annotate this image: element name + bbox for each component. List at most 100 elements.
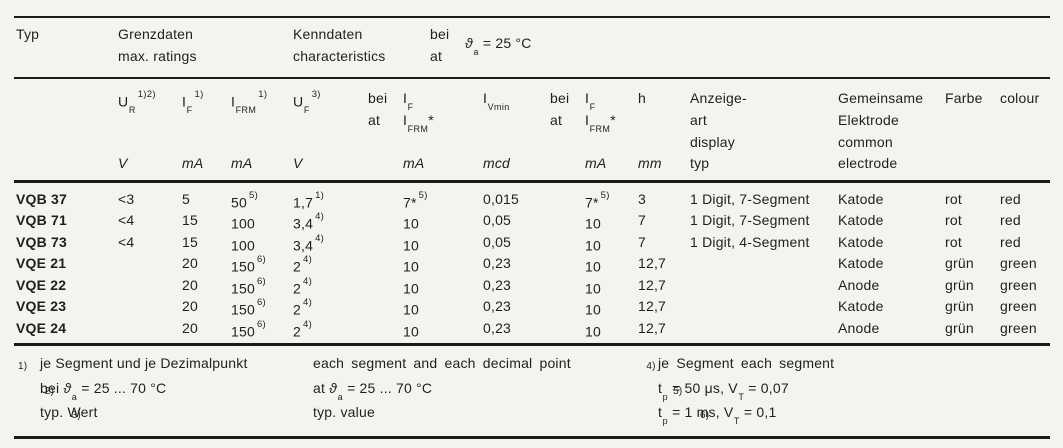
footnote-3-en: typ. value: [313, 404, 375, 420]
col-header-anzeige-4: typ: [690, 155, 710, 171]
ur-cell: <4: [118, 212, 135, 228]
symbol-sub: F: [303, 105, 310, 116]
if-cond-cell-1: 10: [403, 235, 421, 254]
col-header-farbe: Farbe: [945, 90, 983, 106]
ambient-temperature-condition: ϑa = 25 °C: [465, 36, 532, 57]
ivmin-cell: 0,05: [483, 234, 512, 250]
footnote-marker-1: 1): [18, 361, 28, 372]
footnote-marker-3: 3): [71, 410, 81, 421]
footnote-marker-4: 4): [646, 361, 656, 372]
asterisk: *: [610, 112, 616, 128]
ifrm-cell: 150 6): [231, 297, 266, 318]
text: = 0,1: [739, 404, 777, 420]
col-header-bei-2: bei: [550, 90, 570, 106]
footnote-2-de: bei ϑa = 25 ... 70 °C: [40, 381, 166, 402]
footnote-ref: 4): [303, 254, 313, 265]
col-header-elektrode-4: electrode: [838, 155, 898, 171]
theta-subscript: a: [71, 391, 78, 402]
symbol: t: [658, 380, 663, 396]
height-cell: 12,7: [638, 298, 667, 314]
footnote-ref: 3): [311, 89, 321, 100]
ifrm-cell: 150 6): [231, 254, 266, 275]
section-header-kenndaten-en: characteristics: [293, 48, 386, 64]
typ-cell: VQE 21: [16, 255, 67, 271]
electrode-cell: Katode: [838, 234, 884, 250]
symbol: I: [585, 112, 590, 128]
symbol-sub: p: [662, 391, 668, 402]
uf-cell: 2 4): [293, 276, 313, 297]
value: 10: [403, 323, 419, 340]
farbe-cell: rot: [945, 191, 962, 207]
electrode-cell: Katode: [838, 255, 884, 271]
ivmin-cell: 0,23: [483, 277, 512, 293]
symbol: I: [182, 93, 187, 110]
unit-if-cond-2: mA: [585, 155, 607, 171]
header-bei-label: bei: [430, 26, 450, 42]
uf-cell: 2 4): [293, 254, 313, 275]
value: 150: [231, 323, 255, 340]
footnote-ref: 4): [303, 297, 313, 308]
ur-cell: <4: [118, 234, 135, 250]
value: 2: [293, 258, 301, 275]
unit-ifrm: mA: [231, 155, 253, 171]
footnote-ref: 5): [600, 190, 610, 201]
value: 1,7: [293, 194, 314, 211]
text: = 1 ms, V: [668, 404, 734, 420]
ivmin-cell: 0,23: [483, 298, 512, 314]
value: 150: [231, 280, 255, 297]
colour-cell: red: [1000, 191, 1021, 207]
footnote-ref: 1)2): [137, 89, 156, 100]
typ-cell: VQB 73: [16, 234, 67, 250]
col-header-anzeige-3: display: [690, 134, 735, 150]
if-cell: 20: [182, 298, 198, 314]
theta-symbol: ϑ: [465, 35, 473, 51]
symbol-sub: F: [186, 105, 193, 116]
value: 10: [403, 237, 419, 254]
unit-h: mm: [638, 155, 662, 171]
col-header-ifrm: IFRM1): [231, 89, 267, 116]
symbol-sub: FRM: [235, 105, 257, 116]
footnote-1-de: je Segment und je Dezimalpunkt: [40, 355, 248, 371]
ivmin-cell: 0,23: [483, 320, 512, 336]
theta-symbol: ϑ: [63, 380, 72, 396]
value: 10: [403, 280, 419, 297]
value: 10: [585, 323, 601, 340]
colour-cell: green: [1000, 320, 1037, 336]
text: = 0,07: [744, 380, 789, 396]
display-type-cell: 1 Digit, 4-Segment: [690, 234, 810, 250]
farbe-cell: rot: [945, 212, 962, 228]
if-cond-cell-1: 10: [403, 299, 421, 318]
footnote-ref: 6): [256, 276, 267, 287]
rule-under-main-header: [14, 77, 1050, 79]
footnote-ref: 1): [315, 190, 325, 201]
farbe-cell: grün: [945, 298, 974, 314]
col-header-colour: colour: [1000, 90, 1040, 106]
col-header-ur: UR1)2): [118, 89, 156, 115]
section-header-grenzdaten-en: max. ratings: [118, 48, 197, 64]
value: 10: [403, 301, 419, 318]
value: 10: [585, 301, 601, 318]
farbe-cell: grün: [945, 320, 974, 336]
footnote-ref: 4): [315, 211, 325, 222]
col-header-at-1: at: [368, 112, 381, 128]
col-header-anzeige-1: Anzeige-: [690, 90, 747, 106]
symbol-sub: p: [662, 415, 668, 426]
if-cond-cell-2: 7* 5): [585, 190, 610, 211]
column-header-typ: Typ: [16, 26, 40, 42]
footnote-ref: 4): [303, 276, 313, 287]
height-cell: 12,7: [638, 320, 667, 336]
col-header-uf: UF3): [293, 89, 321, 116]
symbol: I: [483, 90, 488, 106]
height-cell: 7: [638, 212, 646, 228]
if-cell: 5: [182, 191, 190, 207]
symbol-sub: FRM: [589, 123, 611, 134]
footnote-marker-2: 2): [44, 386, 55, 397]
display-type-cell: 1 Digit, 7-Segment: [690, 212, 810, 228]
if-cond-cell-1: 10: [403, 213, 421, 232]
value: 50: [231, 194, 247, 211]
col-header-elektrode-3: common: [838, 134, 893, 150]
rule-bottom: [14, 436, 1050, 439]
unit-if: mA: [182, 155, 204, 171]
col-header-elektrode-2: Elektrode: [838, 112, 899, 128]
